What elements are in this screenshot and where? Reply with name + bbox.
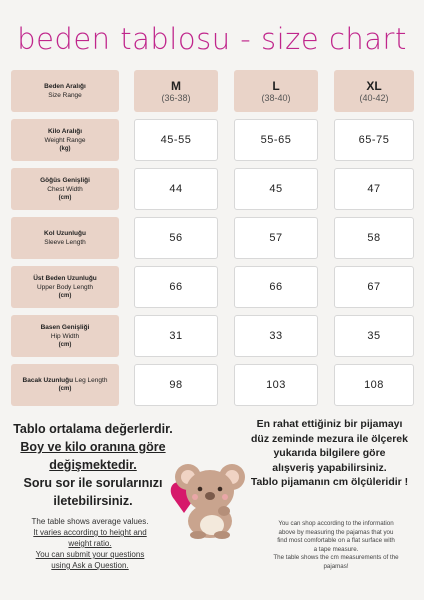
value-cell: 31 (134, 315, 218, 357)
note-line: a tape measure. (313, 545, 359, 553)
value-cell: 67 (334, 266, 414, 308)
row-label-tr: Göğüs Genişliği (40, 176, 90, 184)
value-cell: 108 (334, 364, 414, 406)
note-line: Boy ve kilo oranına göre (20, 440, 166, 454)
note-line: En rahat ettiğiniz bir pijamayı (256, 418, 403, 430)
note-line: The table shows average values. (31, 517, 149, 526)
note-line: Tablo pijamanın cm ölçüleridir ! (250, 476, 409, 488)
row-label-en: Chest Width (47, 185, 83, 193)
size-header-m: M (36-38) (134, 70, 218, 112)
row-label-sleeve: Kol Uzunluğu Sleeve Length (11, 217, 119, 259)
row-label-chest: Göğüs Genişliği Chest Width (cm) (11, 168, 119, 210)
value-cell: 98 (134, 364, 218, 406)
notes-right-en: You can shop according to the informatio… (255, 520, 417, 571)
value-cell: 66 (234, 266, 318, 308)
row-label-unit: (kg) (59, 145, 71, 152)
note-line: değişmektedir. (49, 458, 137, 472)
size-header-l: L (38-40) (234, 70, 318, 112)
note-line: above by measuring the pajamas that you (278, 528, 394, 536)
size-range: (38-40) (261, 92, 291, 103)
value-cell: 65-75 (334, 119, 414, 161)
row-label-tr: Basen Genişliği (40, 323, 90, 331)
value-cell: 35 (334, 315, 414, 357)
note-line: It varies according to height and (33, 528, 147, 537)
row-label-upper-body: Üst Beden Uzunluğu Upper Body Length (cm… (11, 266, 119, 308)
page-title: beden tablosu - size chart (17, 22, 407, 56)
note-line: Tablo ortalama değerlerdir. (13, 422, 173, 436)
note-line: The table shows the cm measurements of t… (273, 554, 399, 561)
value-cell: 66 (134, 266, 218, 308)
value-cell: 56 (134, 217, 218, 259)
note-line: Soru sor ile sorularınızı (23, 476, 163, 490)
note-line: alışveriş yapabilirsiniz. (272, 461, 387, 474)
note-line: You can submit your questions (35, 550, 145, 559)
value-cell: 58 (334, 217, 414, 259)
row-label-unit: (cm) (58, 341, 72, 348)
row-label-en: Weight Range (44, 136, 86, 144)
value-cell: 103 (234, 364, 318, 406)
row-label-unit: (cm) (58, 292, 72, 299)
note-line: You can shop according to the informatio… (278, 520, 394, 527)
note-line: find most comfortable on a flat surface … (277, 537, 395, 544)
size-range: (36-38) (161, 92, 191, 103)
notes-left-tr: Tablo ortalama değerlerdir. Boy ve kilo … (8, 420, 178, 510)
note-line: pajamas! (323, 562, 349, 570)
row-label-en: Upper Body Length (36, 283, 93, 291)
row-label-tr: Bacak Uzunluğu (22, 377, 74, 384)
size-header-xl: XL (40-42) (334, 70, 414, 112)
size-name: XL (366, 78, 382, 93)
koala-illustration (170, 464, 245, 539)
value-cell: 45 (234, 168, 318, 210)
header-label-tr: Beden Aralığı (44, 83, 86, 90)
row-label-hip: Basen Genişliği Hip Width (cm) (11, 315, 119, 357)
header-label-en: Size Range (48, 92, 82, 99)
header-label-cell: Beden Aralığı Size Range (11, 70, 119, 112)
row-label-en: Hip Width (50, 332, 80, 340)
value-cell: 45-55 (134, 119, 218, 161)
size-name: L (272, 78, 280, 93)
value-cell: 33 (234, 315, 318, 357)
value-cell: 57 (234, 217, 318, 259)
row-label-inline: Bacak Uzunluğu Leg Length (23, 376, 108, 385)
size-name: M (171, 78, 181, 93)
notes-left-en: The table shows average values. It varie… (10, 516, 170, 571)
row-label-tr: Üst Beden Uzunluğu (33, 274, 97, 282)
row-label-tr: Kol Uzunluğu (44, 230, 86, 237)
row-label-tr: Kilo Aralığı (47, 127, 83, 135)
row-label-leg: Bacak Uzunluğu Leg Length (cm) (11, 364, 119, 406)
row-label-en: Leg Length (74, 377, 108, 384)
note-line: iletebilirsiniz. (53, 494, 133, 508)
row-label-unit: (cm) (58, 194, 72, 201)
value-cell: 55-65 (234, 119, 318, 161)
value-cell: 47 (334, 168, 414, 210)
row-label-en: Sleeve Length (44, 239, 86, 246)
size-range: (40-42) (359, 92, 389, 103)
row-label-weight: Kilo Aralığı Weight Range (kg) (11, 119, 119, 161)
note-line: yukarıda bilgilere göre (273, 447, 386, 459)
note-line: weight ratio. (68, 539, 112, 548)
row-label-unit: (cm) (58, 386, 72, 392)
note-line: using Ask a Question. (51, 561, 129, 570)
value-cell: 44 (134, 168, 218, 210)
note-line: düz zeminde mezura ile ölçerek (251, 432, 408, 445)
notes-right-tr: En rahat ettiğiniz bir pijamayı düz zemi… (238, 417, 421, 490)
